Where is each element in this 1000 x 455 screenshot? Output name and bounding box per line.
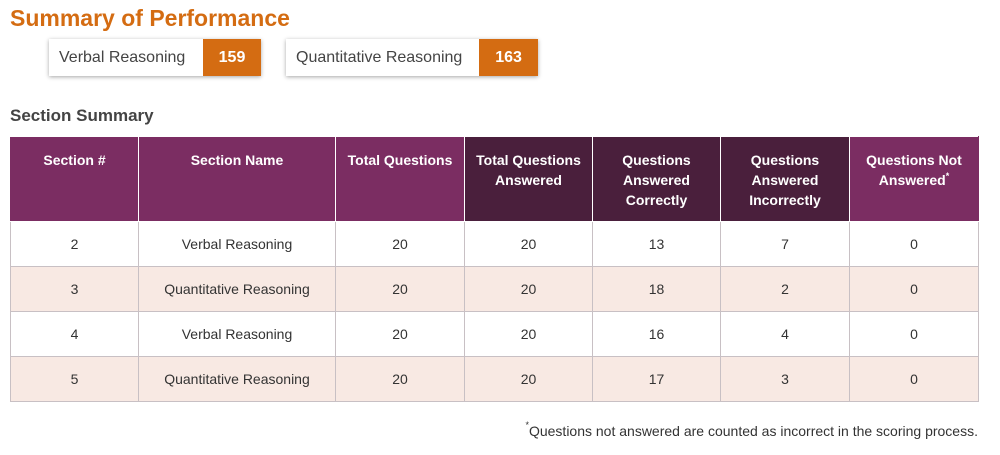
table-cell: 7 xyxy=(720,221,850,267)
table-cell: 20 xyxy=(335,311,465,357)
table-cell: 20 xyxy=(464,356,593,402)
column-header: Total Questions Answered xyxy=(464,136,593,222)
footnote-mark: * xyxy=(945,171,950,181)
column-header: Questions Answered Incorrectly xyxy=(720,136,850,222)
quant-score-card: Quantitative Reasoning 163 xyxy=(286,39,538,76)
table-cell: 4 xyxy=(10,311,139,357)
verbal-score-label: Verbal Reasoning xyxy=(59,48,186,66)
table-cell: 3 xyxy=(720,356,850,402)
table-cell: 20 xyxy=(335,356,465,402)
table-header-row: Section # Section Name Total Questions Tota… xyxy=(10,136,979,222)
table-cell: 20 xyxy=(464,221,593,267)
quant-score-value: 163 xyxy=(479,39,538,76)
table-cell: 4 xyxy=(720,311,850,357)
table-row: 3 Quantitative Reasoning 20 20 18 2 0 xyxy=(10,266,979,312)
table-cell: 3 xyxy=(10,266,139,312)
table-cell: 0 xyxy=(849,356,979,402)
footnote-text: Questions not answered are counted as in… xyxy=(528,423,978,439)
verbal-score-card: Verbal Reasoning 159 xyxy=(49,39,261,76)
table-body: 2 Verbal Reasoning 20 20 13 7 0 3 Quantitative R… xyxy=(10,221,979,402)
table-row: 4 Verbal Reasoning 20 20 16 4 0 xyxy=(10,311,979,357)
table-cell: 20 xyxy=(464,311,593,357)
table-cell: 0 xyxy=(849,221,979,267)
column-header-label: Questions Answered Correctly xyxy=(622,152,691,208)
table-cell: 5 xyxy=(10,356,139,402)
column-header-label: Questions Not Answered xyxy=(866,152,962,188)
section-summary-heading: Section Summary xyxy=(10,106,154,125)
table-cell: Quantitative Reasoning xyxy=(138,266,336,312)
quant-score-label: Quantitative Reasoning xyxy=(296,48,463,66)
table-cell: 18 xyxy=(592,266,721,312)
column-header-label: Section # xyxy=(43,152,106,168)
table-row: 5 Quantitative Reasoning 20 20 17 3 0 xyxy=(10,356,979,402)
table-cell: 2 xyxy=(720,266,850,312)
table-cell: 0 xyxy=(849,311,979,357)
table-cell: 0 xyxy=(849,266,979,312)
column-header-label: Section Name xyxy=(190,152,284,168)
table-cell: 20 xyxy=(464,266,593,312)
section-summary-table: Section # Section Name Total Questions Tota… xyxy=(10,136,979,402)
table-row: 2 Verbal Reasoning 20 20 13 7 0 xyxy=(10,221,979,267)
table-header: Section # Section Name Total Questions Tota… xyxy=(10,136,979,222)
column-header-label: Total Questions Answered xyxy=(476,152,581,188)
table-cell: 13 xyxy=(592,221,721,267)
column-header-label: Total Questions xyxy=(347,152,453,168)
column-header-label: Questions Answered Incorrectly xyxy=(749,152,821,208)
table-cell: 20 xyxy=(335,266,465,312)
column-header: Total Questions xyxy=(335,136,465,222)
column-header: Questions Answered Correctly xyxy=(592,136,721,222)
table-cell: 20 xyxy=(335,221,465,267)
footnote: *Questions not answered are counted as i… xyxy=(525,420,978,439)
table-cell: 17 xyxy=(592,356,721,402)
page-title: Summary of Performance xyxy=(10,5,290,31)
table-cell: Verbal Reasoning xyxy=(138,311,336,357)
table-cell: 2 xyxy=(10,221,139,267)
verbal-score-value: 159 xyxy=(203,39,261,76)
table-cell: 16 xyxy=(592,311,721,357)
column-header: Section # xyxy=(10,136,139,222)
table-cell: Verbal Reasoning xyxy=(138,221,336,267)
column-header: Section Name xyxy=(138,136,336,222)
footnote-mark: * xyxy=(525,420,529,430)
column-header: Questions Not Answered* xyxy=(849,136,979,222)
table-cell: Quantitative Reasoning xyxy=(138,356,336,402)
